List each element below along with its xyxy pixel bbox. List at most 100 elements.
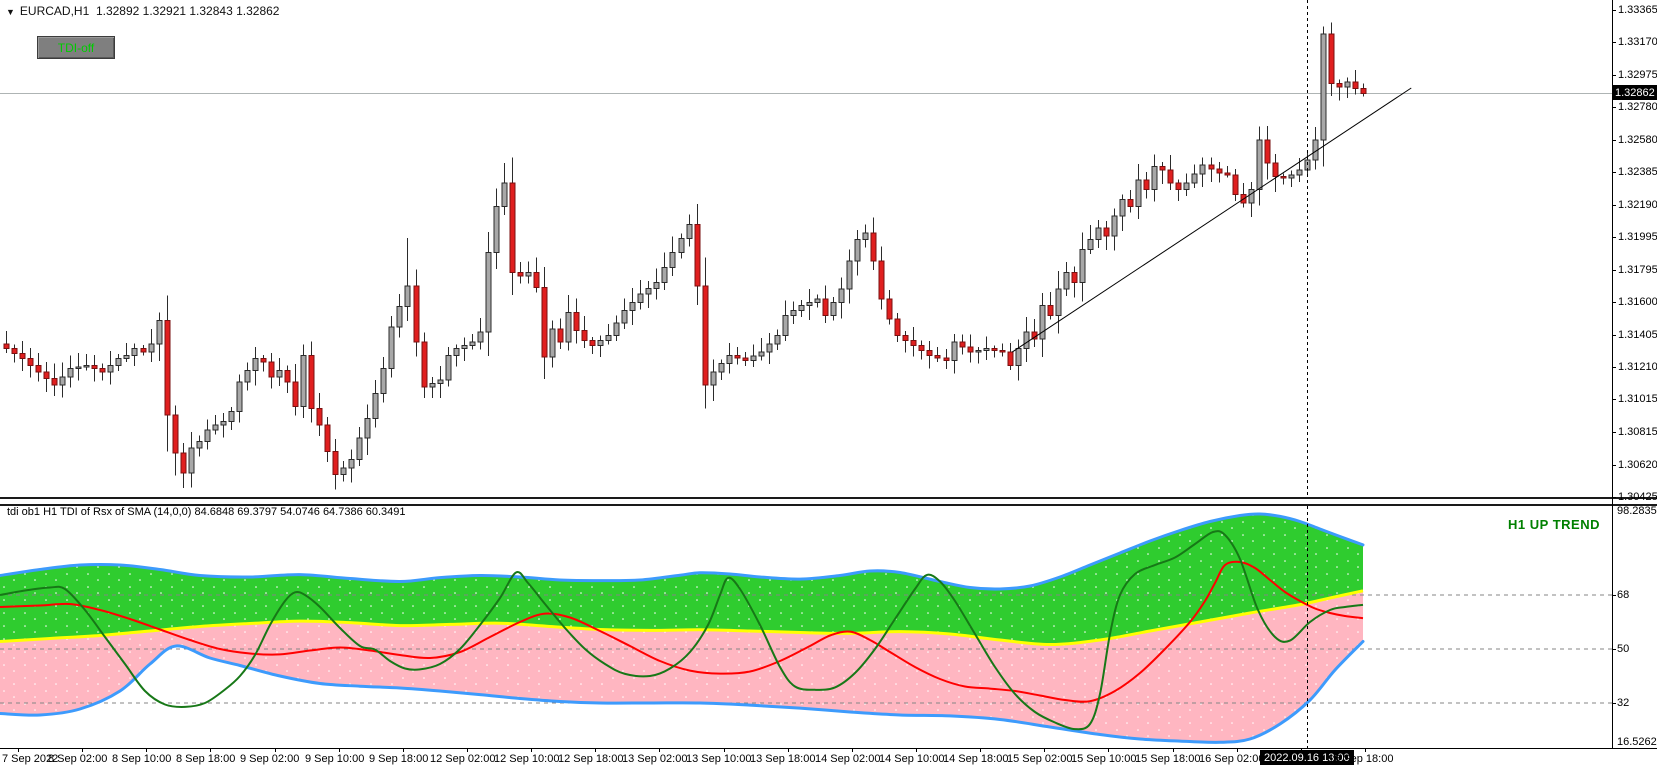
candle (991, 345, 998, 358)
candle-body-bear (27, 358, 34, 366)
candle-body-bull (356, 437, 363, 461)
candle-body-bear (332, 450, 339, 476)
candle-body-bull (669, 252, 676, 269)
time-axis-tick (275, 748, 276, 752)
candle-body-bear (742, 357, 749, 361)
candle (123, 342, 130, 362)
price-axis-tick (1612, 42, 1616, 44)
time-axis-tick (595, 748, 596, 752)
candle-body-bear (734, 354, 741, 359)
candle-body-bull (1111, 215, 1118, 237)
time-axis-tick (403, 748, 404, 752)
candle (35, 352, 42, 382)
candle (999, 343, 1006, 357)
tdi-rsi-line (0, 560, 1364, 703)
candle-body-bear (292, 381, 299, 408)
candle (573, 298, 580, 344)
candle (1055, 271, 1062, 334)
candle-body-bear (1127, 199, 1134, 207)
candle-body-bull (437, 379, 444, 385)
quote-ohlc: 1.32892 1.32921 1.32843 1.32862 (95, 4, 280, 18)
candle (541, 266, 548, 380)
candle-body-bull (123, 354, 130, 360)
current-price-tag: 1.32862 (1612, 85, 1657, 101)
tdi-axis-label: 16.5262 (1617, 736, 1657, 749)
candle (43, 361, 50, 392)
time-axis-tick (210, 748, 211, 752)
time-axis-tick (339, 748, 340, 752)
crosshair-time-tag: 2022.09.16 13:00 (1260, 750, 1354, 765)
candle (11, 344, 18, 363)
candle (1256, 126, 1263, 206)
candle-body-bull (1183, 182, 1190, 191)
panel-splitter[interactable] (0, 497, 1657, 506)
candle-body-bull (798, 305, 805, 312)
candle (188, 432, 195, 488)
candle (372, 379, 379, 428)
price-axis-label: 1.32780 (1618, 100, 1657, 113)
price-chart-canvas[interactable] (0, 0, 1612, 497)
candle (83, 353, 90, 371)
tdi-indicator-canvas[interactable] (0, 506, 1612, 748)
candle (822, 285, 829, 324)
candle-body-bull (750, 355, 757, 361)
candle (1280, 173, 1287, 185)
time-axis-tick (788, 748, 789, 752)
candle-body-bull (276, 369, 283, 378)
price-axis-label: 1.31015 (1618, 393, 1657, 406)
candle-body-bull (1055, 288, 1062, 317)
candle (742, 351, 749, 367)
candle (726, 342, 733, 374)
time-axis-label: 13 Sep 02:00 (622, 753, 688, 765)
candle-body-bull (790, 310, 797, 317)
candle (220, 412, 227, 438)
time-axis-label: 14 Sep 02:00 (815, 753, 881, 765)
candle-body-bear (991, 348, 998, 351)
candle-body-bear (1232, 174, 1239, 196)
candle (894, 312, 901, 342)
candle-body-bear (3, 343, 10, 350)
candle (605, 324, 612, 345)
time-axis-label: 9 Sep 02:00 (240, 753, 300, 765)
candle-body-bull (1119, 199, 1126, 217)
candle-body-bull (782, 315, 789, 336)
time-axis-label: 7 Sep 2022 (2, 753, 59, 765)
candle-body-bear (1175, 182, 1182, 191)
tdi-toggle-button[interactable]: TDI-off (37, 36, 115, 59)
candle-body-bear (1360, 87, 1367, 94)
candle (910, 327, 917, 357)
candle-body-bull (629, 301, 636, 312)
candle (3, 331, 10, 353)
candle-body-bull (148, 343, 155, 353)
candle (1159, 162, 1166, 184)
candle-body-bear (581, 330, 588, 341)
candle-body-bull (549, 328, 556, 358)
candle (204, 419, 211, 450)
candle (1360, 83, 1367, 97)
price-axis-tick (1612, 204, 1616, 206)
candle-body-bull (830, 301, 837, 317)
candle-body-bull (766, 343, 773, 353)
time-axis-tick (659, 748, 660, 752)
candle (686, 214, 693, 247)
candle-body-bear (878, 260, 885, 300)
candle-body-bull (1248, 189, 1255, 204)
candle (421, 332, 428, 399)
candle (589, 337, 596, 355)
symbol-dropdown-icon[interactable]: ▼ (6, 7, 15, 17)
candle (364, 404, 371, 456)
candle-body-bull (485, 252, 492, 333)
price-axis-tick (1612, 399, 1616, 401)
candle (926, 340, 933, 369)
time-axis-tick (980, 748, 981, 752)
candle-body-bull (228, 411, 235, 423)
candle (1079, 232, 1086, 302)
candle-body-bull (364, 417, 371, 439)
candle-body-bear (99, 368, 106, 373)
candle (1111, 208, 1118, 251)
candle (509, 157, 516, 295)
candle (99, 363, 106, 381)
candle-body-bull (1344, 81, 1351, 88)
candle (1312, 127, 1319, 170)
